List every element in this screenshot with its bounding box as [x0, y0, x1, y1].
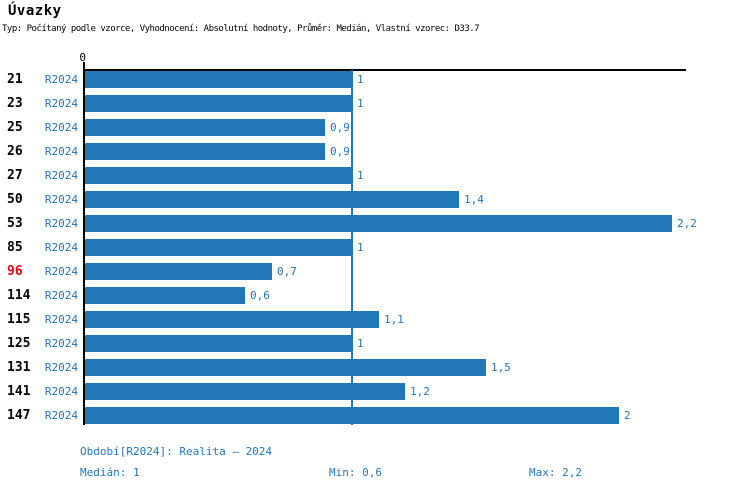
row-period-label: R2024 — [44, 361, 78, 374]
chart-row: 114 R2024 0,6 — [0, 287, 750, 304]
bar — [85, 407, 619, 424]
row-period-label: R2024 — [44, 241, 78, 254]
chart-row: 21 R2024 1 — [0, 71, 750, 88]
chart-row: 115 R2024 1,1 — [0, 311, 750, 328]
row-number: 85 — [7, 240, 23, 255]
row-period-label: R2024 — [44, 217, 78, 230]
row-number: 21 — [7, 72, 23, 87]
bar — [85, 335, 352, 352]
row-number: 26 — [7, 144, 23, 159]
bar — [85, 359, 486, 376]
bar-value-label: 1,2 — [410, 385, 430, 398]
row-number: 27 — [7, 168, 23, 183]
chart-row: 25 R2024 0,9 — [0, 119, 750, 136]
bar — [85, 215, 672, 232]
chart-row: 141 R2024 1,2 — [0, 383, 750, 400]
bar-value-label: 1,4 — [464, 193, 484, 206]
bar — [85, 383, 405, 400]
row-number: 141 — [7, 384, 31, 399]
bar-value-label: 0,7 — [277, 265, 297, 278]
footer-min: Min: 0,6 — [329, 466, 382, 479]
bar — [85, 143, 325, 160]
bar-value-label: 2,2 — [677, 217, 697, 230]
row-period-label: R2024 — [44, 289, 78, 302]
row-number: 23 — [7, 96, 23, 111]
chart-subtitle: Typ: Počítaný podle vzorce, Vyhodnocení:… — [2, 24, 480, 34]
row-period-label: R2024 — [44, 169, 78, 182]
row-period-label: R2024 — [44, 145, 78, 158]
row-period-label: R2024 — [44, 193, 78, 206]
bar-value-label: 1 — [357, 169, 364, 182]
chart-row: 53 R2024 2,2 — [0, 215, 750, 232]
footer-max: Max: 2,2 — [529, 466, 582, 479]
row-period-label: R2024 — [44, 121, 78, 134]
row-period-label: R2024 — [44, 337, 78, 350]
bar-value-label: 1,5 — [491, 361, 511, 374]
chart-title: Úvazky — [8, 3, 62, 19]
bar-value-label: 0,9 — [330, 121, 350, 134]
bar-value-label: 1,1 — [384, 313, 404, 326]
row-period-label: R2024 — [44, 265, 78, 278]
row-period-label: R2024 — [44, 385, 78, 398]
bar — [85, 287, 245, 304]
bar-value-label: 2 — [624, 409, 631, 422]
row-period-label: R2024 — [44, 97, 78, 110]
x-axis-line — [83, 69, 686, 71]
row-number: 125 — [7, 336, 31, 351]
footer-period-info: Období[R2024]: Realita – 2024 — [80, 445, 273, 458]
chart-row: 26 R2024 0,9 — [0, 143, 750, 160]
row-number: 114 — [7, 288, 31, 303]
row-period-label: R2024 — [44, 409, 78, 422]
y-axis-line — [83, 62, 85, 425]
bar — [85, 263, 272, 280]
bar — [85, 71, 352, 88]
chart-row: 96 R2024 0,7 — [0, 263, 750, 280]
row-period-label: R2024 — [44, 73, 78, 86]
bar-value-label: 0,9 — [330, 145, 350, 158]
row-number: 131 — [7, 360, 31, 375]
bar — [85, 239, 352, 256]
bar — [85, 167, 352, 184]
bar — [85, 311, 379, 328]
chart-row: 85 R2024 1 — [0, 239, 750, 256]
chart-row: 125 R2024 1 — [0, 335, 750, 352]
row-number: 96 — [7, 264, 23, 279]
chart-row: 50 R2024 1,4 — [0, 191, 750, 208]
row-number: 50 — [7, 192, 23, 207]
bar-value-label: 1 — [357, 241, 364, 254]
chart-row: 23 R2024 1 — [0, 95, 750, 112]
row-number: 115 — [7, 312, 31, 327]
chart-row: 131 R2024 1,5 — [0, 359, 750, 376]
row-number: 53 — [7, 216, 23, 231]
bar-value-label: 0,6 — [250, 289, 270, 302]
chart-row: 147 R2024 2 — [0, 407, 750, 424]
row-number: 147 — [7, 408, 31, 423]
bar — [85, 95, 352, 112]
bar-value-label: 1 — [357, 337, 364, 350]
axis-zero-label: 0 — [79, 51, 86, 64]
row-period-label: R2024 — [44, 313, 78, 326]
bar-value-label: 1 — [357, 73, 364, 86]
row-number: 25 — [7, 120, 23, 135]
footer-median: Medián: 1 — [80, 466, 140, 479]
bar — [85, 119, 325, 136]
bar — [85, 191, 459, 208]
chart-row: 27 R2024 1 — [0, 167, 750, 184]
median-line — [351, 70, 353, 425]
bar-value-label: 1 — [357, 97, 364, 110]
